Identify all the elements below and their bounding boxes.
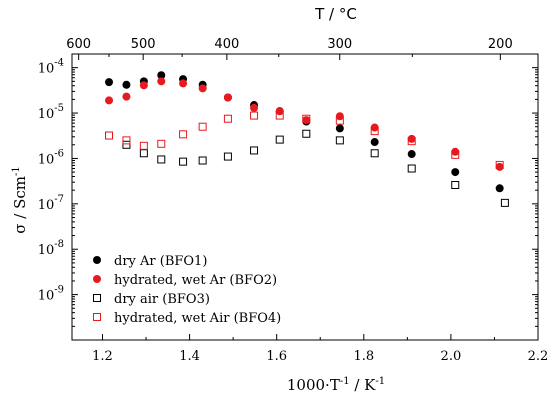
data-point: [122, 80, 131, 89]
data-point: [250, 103, 259, 112]
data-point: [122, 136, 131, 145]
plot-frame: [71, 53, 539, 341]
y-tick-label: 10-7: [38, 194, 64, 213]
data-point: [370, 127, 379, 136]
data-point: [407, 150, 416, 159]
x-tick-label: 1.8: [353, 349, 374, 364]
data-point: [335, 124, 344, 133]
plot-border: [71, 53, 539, 341]
legend-marker: [93, 275, 101, 283]
legend-label: dry air (BFO3): [114, 292, 210, 307]
data-point: [407, 164, 416, 173]
data-point: [451, 180, 460, 189]
y-tick-label: 10-6: [38, 148, 64, 167]
top-axis-title: T / °C: [314, 5, 357, 23]
legend-label: hydrated, wet Air (BFO4): [114, 311, 281, 326]
y-tick-label: 10-4: [38, 58, 64, 77]
data-point: [302, 129, 311, 138]
data-point: [179, 79, 188, 88]
data-point: [275, 107, 284, 116]
axis-ticks: [72, 54, 539, 340]
data-point: [198, 156, 207, 165]
top-tick-label: 600: [66, 37, 91, 52]
data-point: [370, 138, 379, 147]
data-point: [157, 71, 166, 80]
x-tick-label: 1.2: [92, 349, 113, 364]
y-tick-label: 10-8: [38, 239, 64, 258]
data-point: [500, 198, 509, 207]
top-tick-label: 500: [131, 37, 156, 52]
data-point: [139, 141, 148, 150]
data-point: [370, 149, 379, 158]
series-2: [105, 77, 504, 171]
data-point: [198, 122, 207, 131]
top-tick-label: 300: [327, 37, 352, 52]
top-tick-label: 200: [488, 37, 513, 52]
y-tick-label: 10-5: [38, 103, 64, 122]
x-tick-label: 2.0: [441, 349, 462, 364]
legend-label: dry Ar (BFO1): [114, 254, 207, 269]
data-point: [407, 137, 416, 146]
data-point: [157, 77, 166, 86]
data-point: [179, 130, 188, 139]
data-point: [302, 116, 311, 125]
data-point: [198, 84, 207, 93]
data-markers: [105, 71, 509, 207]
series-4: [105, 111, 504, 169]
x-axis-title: 1000·T-1 / K-1: [287, 376, 385, 394]
data-point: [122, 140, 131, 149]
data-point: [335, 116, 344, 125]
data-point: [105, 131, 114, 140]
data-point: [495, 160, 504, 169]
data-point: [179, 157, 188, 166]
data-point: [223, 114, 232, 123]
y-tick-label: 10-9: [38, 285, 64, 304]
data-point: [139, 81, 148, 90]
data-point: [250, 146, 259, 155]
data-point: [302, 114, 311, 123]
data-point: [223, 152, 232, 161]
data-point: [122, 92, 131, 101]
tick-labels: 1.2 1.4 1.6 1.8 2.0 2.2 600 500 400 300 200 10-9 10-…: [38, 37, 549, 364]
y-axis-title: σ / Scm-1: [11, 166, 29, 233]
data-point: [250, 111, 259, 120]
series-3: [105, 129, 509, 207]
data-point: [495, 162, 504, 171]
data-point: [105, 131, 114, 140]
data-point: [139, 149, 148, 158]
x-tick-label: 1.4: [179, 349, 200, 364]
data-point: [275, 111, 284, 120]
data-point: [451, 150, 460, 159]
data-point: [407, 134, 416, 143]
legend-marker: [93, 313, 101, 321]
data-point: [451, 168, 460, 177]
legend-marker: [93, 256, 101, 264]
data-point: [335, 112, 344, 121]
data-point: [157, 155, 166, 164]
x-tick-label: 1.6: [266, 349, 287, 364]
top-tick-label: 400: [214, 37, 239, 52]
data-point: [335, 136, 344, 145]
data-point: [495, 184, 504, 193]
series-1: [105, 71, 504, 193]
data-point: [105, 96, 114, 105]
data-point: [275, 135, 284, 144]
legend: dry Ar (BFO1) hydrated, wet Ar (BFO2) dry …: [93, 254, 281, 326]
legend-marker: [93, 294, 101, 302]
x-tick-label: 2.2: [528, 349, 549, 364]
legend-label: hydrated, wet Ar (BFO2): [114, 273, 277, 288]
data-point: [223, 93, 232, 102]
data-point: [105, 78, 114, 87]
data-point: [157, 139, 166, 148]
